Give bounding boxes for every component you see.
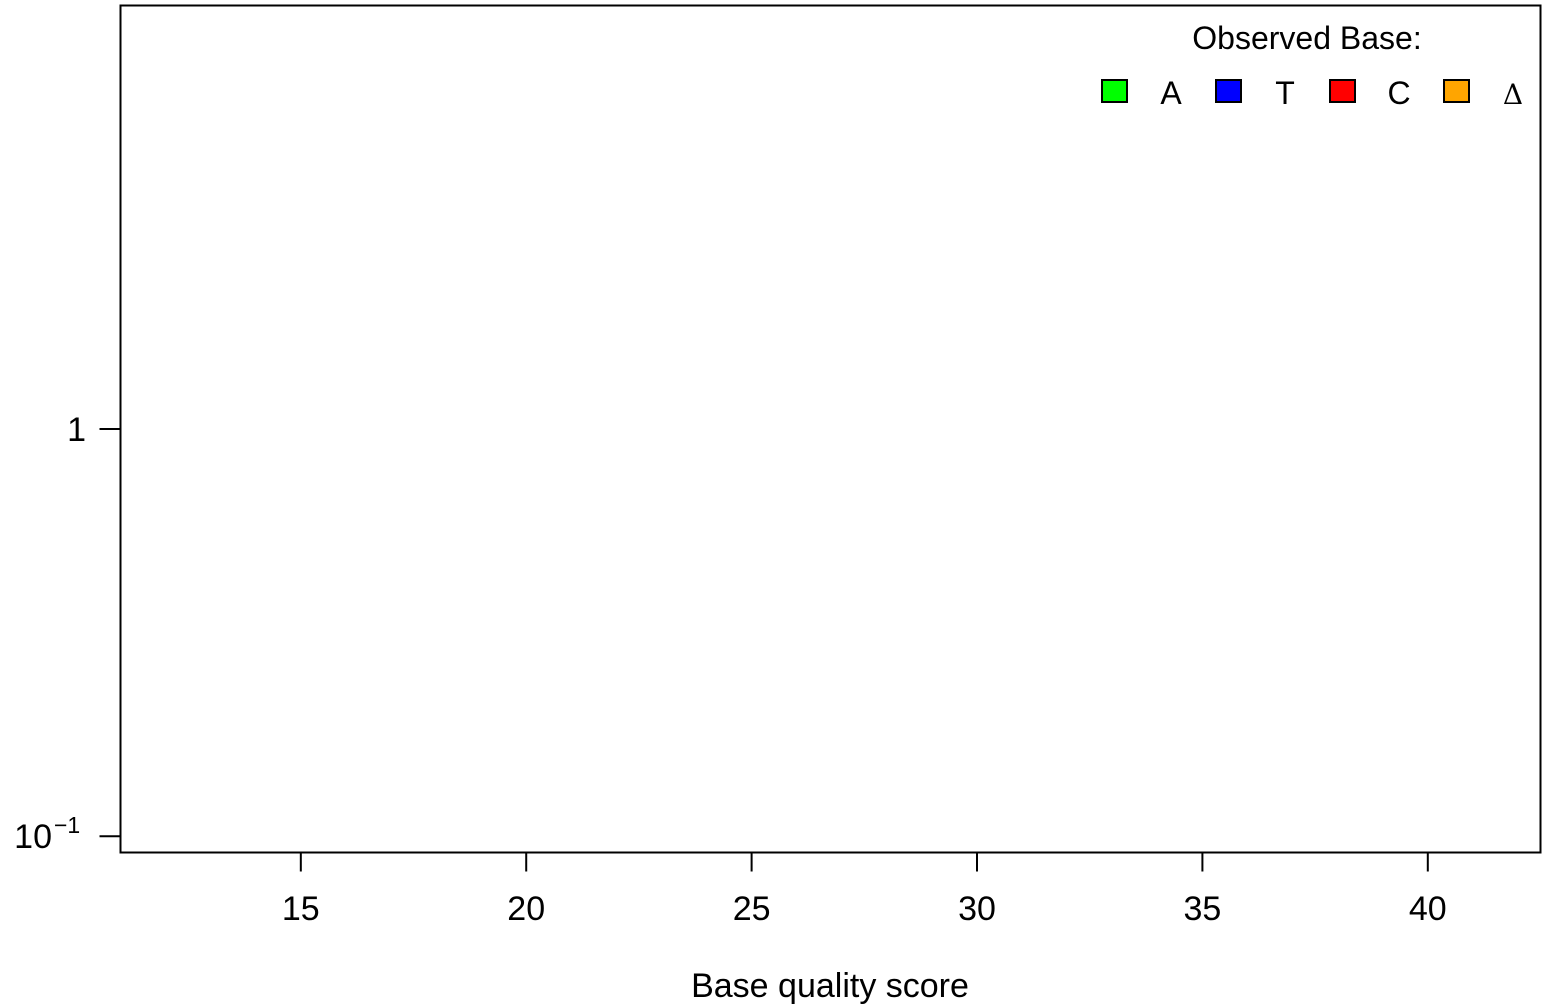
legend: Observed Base: A T C Δ <box>1101 20 1523 111</box>
y-tick-label: 10 <box>14 818 52 856</box>
x-tick-label: 15 <box>282 890 320 928</box>
y-axis: 1 10 −1 <box>14 411 121 856</box>
legend-label: C <box>1387 75 1410 111</box>
x-axis-title: Base quality score <box>691 967 969 1005</box>
x-axis: 15 20 25 30 35 40 <box>282 852 1447 928</box>
x-tick-label: 25 <box>733 890 771 928</box>
legend-swatch <box>1101 79 1128 103</box>
x-tick-label: 40 <box>1409 890 1447 928</box>
x-tick-label: 30 <box>958 890 996 928</box>
x-tick-label: 35 <box>1183 890 1221 928</box>
y-tick-exponent: −1 <box>54 812 80 838</box>
legend-swatch <box>1215 79 1242 103</box>
y-tick-label: 1 <box>67 411 86 449</box>
legend-label: A <box>1160 75 1182 111</box>
plot-frame <box>119 4 1542 854</box>
legend-swatch <box>1329 79 1356 103</box>
legend-title: Observed Base: <box>1192 20 1421 56</box>
legend-label: T <box>1275 75 1295 111</box>
x-tick-label: 20 <box>507 890 545 928</box>
legend-swatch <box>1443 79 1470 103</box>
legend-label: Δ <box>1503 78 1523 111</box>
